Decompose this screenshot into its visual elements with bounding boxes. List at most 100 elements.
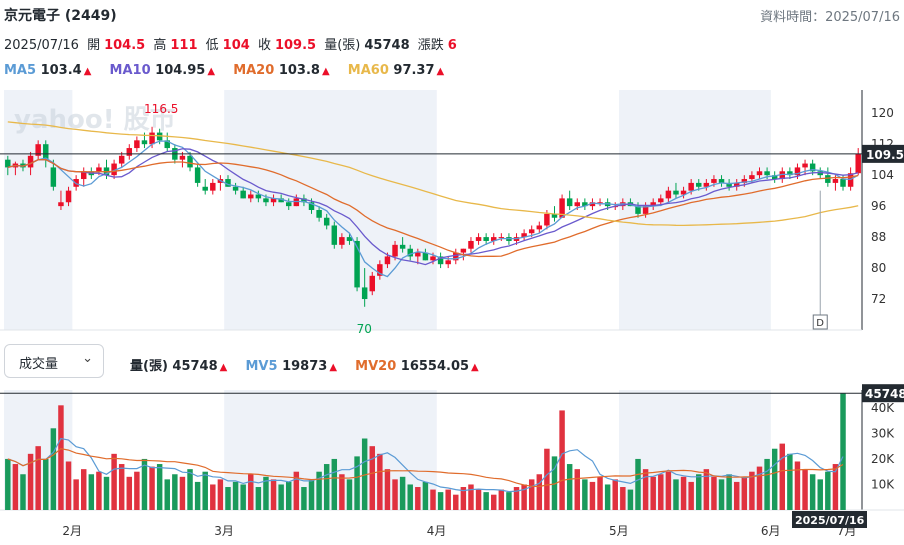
current-price-label: 109.5 [866,148,904,162]
up-triangle-icon: ▲ [436,66,445,77]
volume-bar [832,464,839,510]
candle-body [468,240,474,249]
volume-bar [589,481,596,510]
candle-body [566,198,573,207]
volume-bar [263,476,269,510]
ma10-line [7,148,859,266]
ma10-value: 104.95 [155,63,206,78]
candle-body [536,225,543,230]
volume-bar [172,474,178,510]
candle-body [779,171,786,180]
mv5-legend: MV5 19873 ▲ [246,359,338,374]
candle-body [96,167,102,172]
volume-bar [680,476,687,510]
ma5-name: MA5 [4,63,37,78]
ma60-name: MA60 [347,63,389,78]
candle-body [673,190,679,195]
candle-body [270,198,277,203]
candle-body [65,190,72,203]
candle-body [377,264,383,276]
candle-body [582,202,588,207]
candle-body [498,237,505,239]
mv5-name: MV5 [245,359,278,374]
volume-bar [491,494,497,510]
candle-body [354,240,360,288]
volume-tick-label: 20K [871,452,895,466]
volume-bar [726,474,732,510]
candle-body [794,167,801,176]
volume-bar [445,489,451,510]
volume-bar [369,446,375,510]
candle-body [392,244,398,257]
up-triangle-icon: ▲ [207,66,216,77]
volume-bar [673,479,679,510]
volume-bar [756,466,763,510]
low-label: 低 [205,38,219,53]
candle-body [361,287,368,300]
change-value: 6 [447,38,457,53]
stock-title: 京元電子 (2449) [4,8,117,24]
mv5-line [7,437,844,493]
volume-bar [749,471,755,510]
candle-body [521,233,527,238]
volume-bar [232,481,239,510]
volume-bar [840,393,846,510]
mv20-legend: MV20 16554.05 ▲ [355,359,479,374]
close-value: 109.5 [274,38,317,53]
watermark-logo: yahoo! 股市 [14,104,176,135]
volume-bar [187,469,193,510]
volume-indicator-dropdown[interactable]: 成交量 ⌄ [4,344,104,378]
low-annotation: 70 [357,322,372,336]
volume-bar [650,476,656,510]
volume-bar [27,453,34,510]
volume-bar [779,443,786,510]
candle-body [293,198,300,207]
volume-bar [711,476,717,510]
price-tick-label: 96 [871,199,886,213]
volume-bar [665,471,672,510]
price-tick-label: 120 [871,106,894,120]
candle-body [703,182,710,187]
candle-body [696,182,702,187]
volume-bar [399,476,406,510]
ma60-value: 97.37 [393,63,435,78]
volume-bar [88,474,95,510]
volume-bar [103,476,110,510]
month-shade-price [224,90,437,330]
volume-bar [612,479,618,510]
candle-body [316,210,322,218]
candle-body [164,140,170,149]
volume-bar [65,461,72,510]
volume-bar [475,489,482,510]
volume-bar [566,464,573,510]
volume-bar [384,469,391,510]
month-shade-volume [619,390,771,510]
candle-body [202,186,208,191]
volume-bar [96,471,102,510]
event-marker-label: D [816,318,824,329]
candle-body [483,237,489,241]
candle-body [422,252,429,261]
ma60-legend: MA60 97.37 ▲ [348,63,444,78]
volume-bar [73,479,79,510]
volume-bar [559,410,565,510]
volume-bar [787,453,793,510]
volume-bar [210,484,216,510]
candle-body [248,194,254,199]
candle-body [650,202,656,207]
volume-bar [377,453,383,510]
candle-body [764,171,770,176]
candle-body [658,198,664,203]
candle-body [255,194,262,199]
volume-bar [80,469,87,510]
volume-bar [301,487,307,510]
candle-body [460,248,467,253]
volume-tick-label: 10K [871,477,895,491]
candle-body [551,213,558,218]
candle-body [301,198,307,203]
candle-body [43,144,49,160]
candle-body [475,237,482,241]
volume-bar [255,487,262,510]
volume-bar [50,428,57,510]
